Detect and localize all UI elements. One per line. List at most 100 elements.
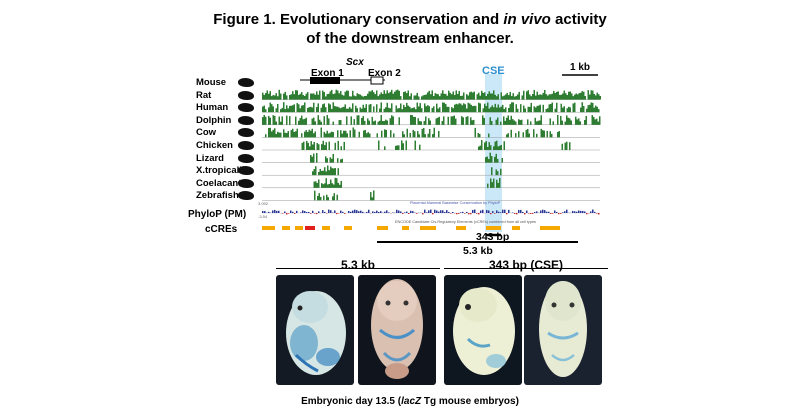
- conservation-bar: [352, 90, 354, 100]
- conservation-bar: [314, 131, 316, 138]
- conservation-bar: [490, 178, 492, 188]
- phylop-bar: [554, 210, 556, 213]
- conservation-bar: [349, 96, 351, 100]
- conservation-bar: [517, 94, 519, 100]
- conservation-bar: [446, 106, 448, 113]
- conservation-bar: [278, 132, 280, 138]
- conservation-bar: [583, 105, 585, 113]
- conservation-bar: [466, 94, 468, 100]
- phylop-bar: [264, 211, 266, 213]
- conservation-bar: [352, 127, 354, 138]
- conservation-bar: [525, 129, 527, 138]
- exon1-box: [310, 77, 340, 84]
- conservation-bar: [356, 108, 358, 113]
- phylop-bar: [466, 211, 468, 213]
- conservation-bar: [315, 181, 317, 188]
- species-label-3: Dolphin: [196, 114, 232, 126]
- conservation-bar: [314, 190, 316, 201]
- conservation-bar: [403, 134, 405, 138]
- conservation-bar: [423, 121, 425, 125]
- conservation-bar: [504, 120, 506, 125]
- conservation-bar: [336, 194, 338, 201]
- conservation-bar: [385, 93, 387, 100]
- conservation-bar: [479, 145, 481, 150]
- conservation-bar: [591, 115, 593, 125]
- conservation-bar: [490, 107, 492, 113]
- title-line2: of the downstream enhancer.: [306, 30, 514, 47]
- title-prefix: Figure 1. Evolutionary conservation and: [213, 11, 504, 28]
- conservation-bar: [329, 157, 331, 163]
- conservation-bar: [354, 129, 356, 138]
- conservation-bar: [438, 116, 440, 125]
- phylop-bar: [334, 210, 336, 213]
- conservation-bar: [376, 133, 378, 138]
- conservation-bar: [467, 95, 469, 100]
- phylop-bar: [306, 212, 308, 213]
- conservation-bar: [415, 109, 417, 113]
- phylop-bar: [304, 211, 306, 213]
- conservation-bar: [419, 103, 421, 113]
- conservation-bar: [338, 120, 340, 125]
- conservation-bar: [319, 169, 321, 176]
- conservation-bar: [575, 93, 577, 100]
- conservation-bar: [323, 116, 325, 125]
- conservation-bar: [484, 103, 486, 113]
- conservation-bar: [437, 94, 439, 100]
- conservation-bar: [311, 128, 313, 138]
- phylop-bar: [342, 211, 344, 213]
- conservation-bar: [310, 155, 312, 163]
- conservation-bar: [539, 120, 541, 125]
- conservation-bar: [497, 117, 499, 125]
- conservation-bar: [263, 94, 265, 100]
- conservation-bar: [310, 106, 312, 113]
- conservation-bar: [507, 133, 509, 138]
- conservation-bar: [314, 94, 316, 100]
- species-label-6: Lizard: [196, 152, 224, 164]
- conservation-bar: [545, 109, 547, 113]
- conservation-bar: [431, 90, 433, 100]
- conservation-bar: [592, 102, 594, 113]
- conservation-bar: [328, 103, 330, 113]
- conservation-bar: [491, 105, 493, 113]
- conservation-bar: [379, 94, 381, 100]
- phylop-bar: [330, 210, 332, 213]
- conservation-bar: [396, 145, 398, 150]
- phylop-bar: [586, 213, 588, 215]
- phylop-bar: [564, 211, 566, 213]
- conservation-bar: [325, 171, 327, 176]
- gene-name: Scx: [346, 57, 364, 68]
- conservation-bar: [494, 103, 496, 113]
- phylop-bar: [542, 209, 544, 213]
- conservation-bar: [302, 95, 304, 100]
- conservation-bar: [488, 159, 490, 163]
- scale-bar-label: 1 kb: [570, 62, 591, 73]
- phylop-bar: [450, 213, 452, 214]
- phylop-bar: [276, 210, 278, 213]
- phylop-bar: [592, 209, 594, 213]
- conservation-bar: [539, 104, 541, 113]
- conservation-bar: [512, 119, 514, 125]
- conservation-bar: [304, 131, 306, 138]
- conservation-bar: [495, 153, 497, 163]
- conservation-bar: [437, 108, 439, 113]
- conservation-bar: [461, 105, 463, 113]
- conservation-bar: [560, 103, 562, 113]
- phylop-bar: [552, 213, 554, 214]
- conservation-bar: [432, 134, 434, 138]
- conservation-bar: [405, 140, 407, 150]
- conservation-bar: [462, 117, 464, 125]
- conservation-bar: [319, 119, 321, 125]
- phylop-bar: [286, 213, 288, 215]
- conservation-bar: [556, 91, 558, 100]
- conservation-bar: [598, 94, 600, 100]
- conservation-bar: [515, 121, 517, 125]
- conservation-bar: [407, 90, 409, 100]
- conservation-bar: [445, 103, 447, 113]
- conservation-bar: [324, 183, 326, 188]
- conservation-bar: [406, 128, 408, 138]
- phylop-bar: [412, 211, 414, 213]
- phylop-bar: [428, 210, 430, 213]
- conservation-bar: [345, 130, 347, 138]
- conservation-bar: [496, 179, 498, 188]
- conservation-bar: [569, 118, 571, 125]
